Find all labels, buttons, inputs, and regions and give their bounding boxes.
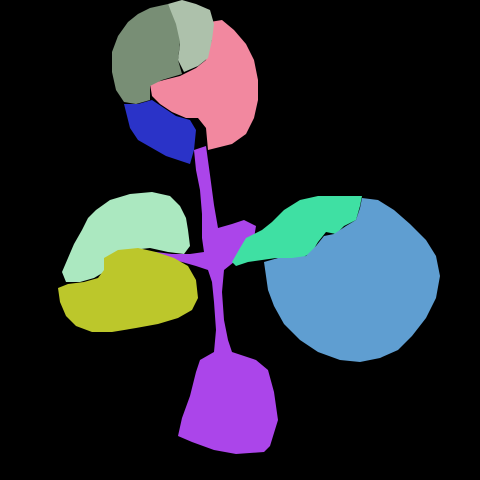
segment-upper-leaf-pink — [150, 20, 258, 150]
segment-upper-leaf-dark-green — [112, 4, 182, 104]
segment-left-leaf-olive — [58, 248, 198, 332]
segment-left-leaf-mint — [62, 192, 190, 282]
segment-stem — [154, 146, 278, 454]
segment-right-leaf-teal — [232, 196, 362, 266]
segment-upper-leaf-blue — [124, 100, 196, 164]
segment-upper-leaf-pale-green — [168, 0, 214, 72]
segment-right-leaf-steel-blue — [264, 198, 440, 362]
